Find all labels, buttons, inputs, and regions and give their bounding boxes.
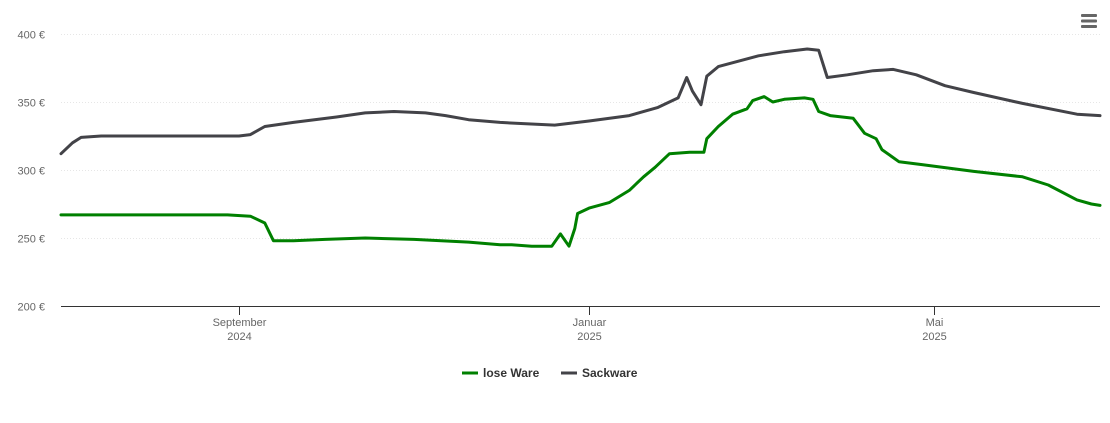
series-line-sackware[interactable] (59, 47, 1102, 156)
x-axis: September 2024 Januar 2025 Mai 2025 (61, 306, 1100, 343)
legend-label: lose Ware (483, 366, 540, 380)
legend: lose Ware Sackware (462, 366, 638, 380)
y-tick-label: 400 € (17, 30, 45, 42)
legend-label: Sackware (582, 366, 638, 380)
y-tick-label: 300 € (17, 166, 45, 178)
legend-item[interactable]: Sackware (561, 366, 638, 380)
y-tick-label: 350 € (17, 98, 45, 110)
grid-lines (61, 34, 1100, 239)
y-tick-label: 200 € (17, 302, 45, 314)
y-axis-tick-labels: 400 € 350 € 300 € 250 € 200 € (17, 30, 45, 314)
x-tick-label-month: Mai (926, 317, 944, 329)
legend-item[interactable]: lose Ware (462, 366, 540, 380)
x-tick-label-month: September (213, 317, 267, 329)
series-line-lose-ware[interactable] (59, 95, 1102, 248)
hamburger-menu-icon[interactable] (1077, 10, 1101, 32)
series-lines (59, 47, 1102, 248)
x-tick-label-year: 2024 (227, 331, 251, 343)
y-tick-label: 250 € (17, 234, 45, 246)
x-tick-label-year: 2025 (577, 331, 601, 343)
x-tick-label-month: Januar (573, 317, 607, 329)
x-tick-label-year: 2025 (922, 331, 946, 343)
